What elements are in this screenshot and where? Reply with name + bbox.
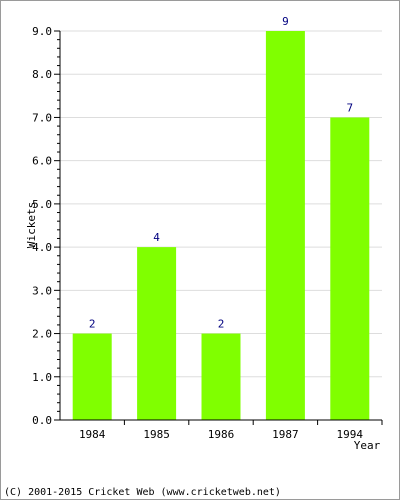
data-label: 7 (346, 101, 353, 114)
data-label: 2 (218, 318, 225, 331)
data-label: 9 (282, 15, 289, 28)
gridlines (60, 30, 382, 378)
x-tick-label: 1994 (337, 428, 364, 441)
x-tick-label: 1985 (143, 428, 170, 441)
bar (72, 333, 112, 420)
x-tick-label: 1984 (79, 428, 106, 441)
y-tick-label: 3.0 (32, 284, 52, 297)
bar (137, 247, 177, 420)
y-tick-label: 4.0 (32, 241, 52, 254)
y-tick-label: 1.0 (32, 371, 52, 384)
y-tick-label: 0.0 (32, 414, 52, 427)
x-axis-label: Year (354, 439, 381, 452)
data-labels: 2 4 2 9 7 (89, 15, 353, 331)
bar (330, 117, 370, 420)
y-tick-label: 2.0 (32, 328, 52, 341)
y-tick-label: 9.0 (32, 25, 52, 38)
y-tick-labels: 0.0 1.0 2.0 3.0 4.0 5.0 6.0 7.0 8.0 9.0 (32, 25, 52, 427)
data-label: 2 (89, 318, 96, 331)
bars (72, 31, 370, 420)
x-tick-labels: 1984 1985 1986 1987 1994 (79, 428, 363, 441)
x-tick-label: 1987 (272, 428, 299, 441)
copyright-footer: (C) 2001-2015 Cricket Web (www.cricketwe… (4, 487, 281, 498)
bar (201, 333, 241, 420)
x-tick-label: 1986 (208, 428, 235, 441)
y-tick-label: 8.0 (32, 68, 52, 81)
data-label: 4 (153, 231, 160, 244)
bar (265, 31, 305, 420)
y-tick-label: 6.0 (32, 155, 52, 168)
y-tick-label: 7.0 (32, 111, 52, 124)
axes (54, 30, 383, 425)
y-axis-label: Wickets (25, 202, 38, 248)
y-tick-label: 5.0 (32, 198, 52, 211)
